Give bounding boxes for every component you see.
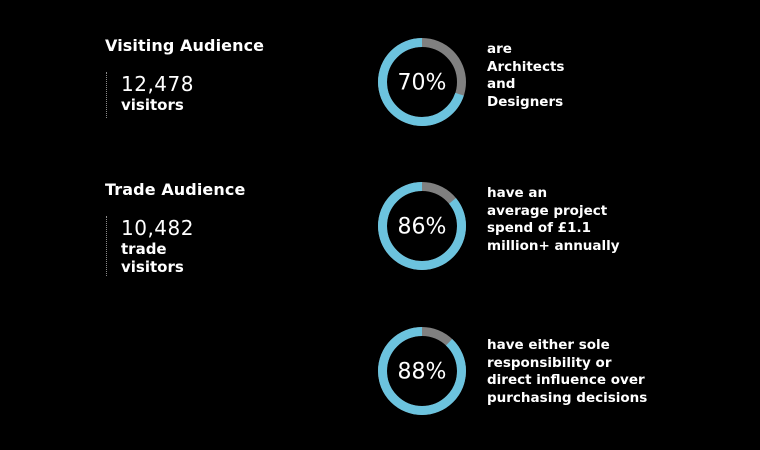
donut-description-1: are Architects and Designers xyxy=(487,41,565,110)
donut-percent-label-2: 86% xyxy=(398,215,447,240)
donut-chart-1: 70% xyxy=(377,37,467,127)
donut-value-arc-2 xyxy=(378,182,466,270)
donut-chart-3: 88% xyxy=(377,326,467,416)
trade-audience-stat: 10,482 trade visitors xyxy=(106,216,211,276)
donut-description-2: have an average project spend of £1.1 mi… xyxy=(487,185,620,254)
visiting-audience-stat: 12,478 visitors xyxy=(106,72,211,118)
trade-audience-heading: Trade Audience xyxy=(105,180,246,199)
donut-svg-2: 86% xyxy=(378,182,466,270)
donut-svg-1: 70% xyxy=(378,38,466,126)
trade-audience-number: 10,482 xyxy=(121,216,194,240)
visiting-audience-heading: Visiting Audience xyxy=(105,36,265,55)
trade-audience-unit: trade visitors xyxy=(121,240,184,276)
donut-description-3: have either sole responsibility or direc… xyxy=(487,337,648,406)
donut-chart-2: 86% xyxy=(377,181,467,271)
visiting-audience-number: 12,478 xyxy=(121,72,194,96)
donut-value-arc-3 xyxy=(378,327,466,415)
donut-svg-3: 88% xyxy=(378,327,466,415)
donut-value-arc-1 xyxy=(378,38,466,126)
donut-percent-label-3: 88% xyxy=(398,360,447,385)
visiting-audience-unit: visitors xyxy=(121,96,184,114)
donut-percent-label-1: 70% xyxy=(398,71,447,96)
